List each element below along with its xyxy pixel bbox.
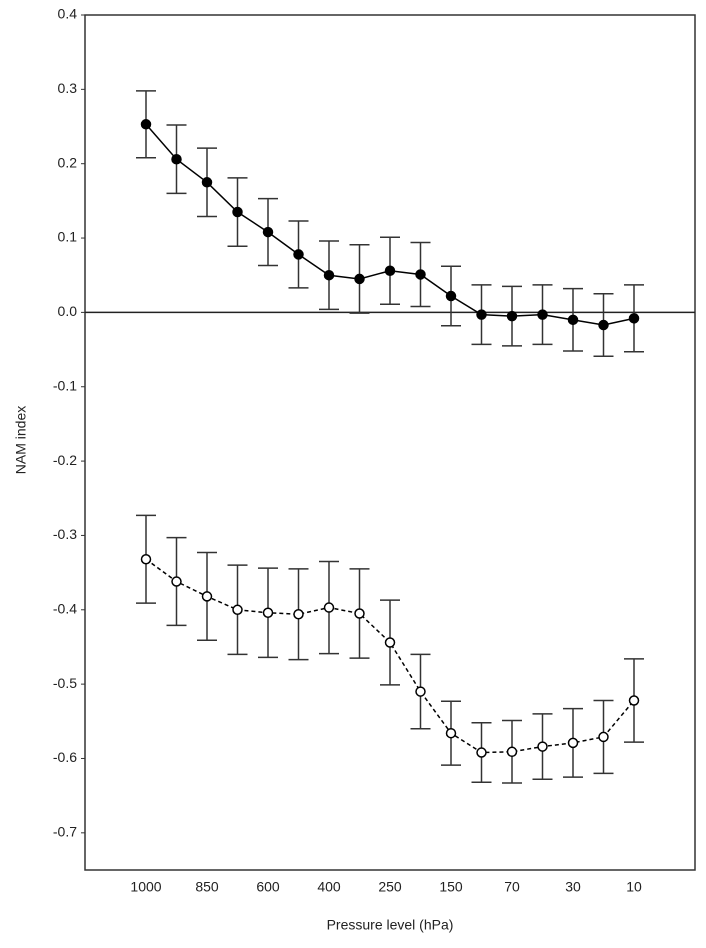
- point: [537, 741, 548, 752]
- point: [567, 737, 579, 749]
- y-tick-label: -0.7: [53, 824, 77, 840]
- y-axis-label: NAM index: [13, 406, 29, 474]
- point: [415, 269, 426, 280]
- y-tick-label: -0.1: [53, 377, 77, 393]
- point: [537, 309, 548, 320]
- point: [415, 686, 426, 697]
- point: [293, 608, 304, 620]
- point: [476, 747, 487, 758]
- point: [140, 119, 152, 130]
- point: [506, 310, 518, 322]
- x-tick-label: 400: [317, 879, 341, 895]
- y-tick-label: -0.6: [53, 749, 77, 765]
- point: [384, 637, 396, 648]
- point: [598, 731, 609, 743]
- y-tick-label: -0.2: [53, 452, 77, 468]
- point: [232, 206, 243, 218]
- point: [476, 309, 487, 320]
- x-axis-label: Pressure level (hPa): [327, 917, 454, 933]
- point: [323, 602, 335, 613]
- x-tick-label: 250: [378, 879, 402, 895]
- x-tick-label: 1000: [130, 879, 161, 895]
- y-tick-label: 0.4: [58, 6, 78, 22]
- x-tick-label: 600: [256, 879, 280, 895]
- y-tick-label: 0.2: [58, 154, 78, 170]
- y-tick-label: 0.0: [58, 303, 78, 319]
- point: [201, 177, 213, 188]
- point: [171, 576, 182, 587]
- y-tick-label: 0.1: [58, 229, 78, 245]
- point: [293, 249, 304, 260]
- point: [628, 313, 640, 324]
- point: [445, 290, 457, 302]
- y-tick-label: -0.5: [53, 675, 77, 691]
- point: [354, 608, 365, 619]
- point: [598, 319, 609, 331]
- plot-frame: [84, 14, 696, 871]
- point: [232, 604, 243, 616]
- point: [384, 265, 396, 277]
- x-tick-label: 70: [504, 879, 520, 895]
- y-tick-label: -0.4: [53, 600, 77, 616]
- x-tick-label: 10: [626, 879, 642, 895]
- x-tick-label: 850: [195, 879, 219, 895]
- point: [171, 153, 182, 165]
- point: [140, 553, 152, 565]
- series-line: [145, 558, 635, 754]
- y-tick-label: 0.3: [58, 80, 78, 96]
- x-tick-label: 150: [439, 879, 463, 895]
- point: [262, 607, 274, 619]
- point: [628, 695, 640, 706]
- point: [354, 273, 365, 285]
- point: [323, 269, 335, 281]
- point: [506, 746, 518, 758]
- point: [567, 314, 579, 326]
- point: [201, 591, 213, 602]
- point: [262, 226, 274, 238]
- x-tick-label: 30: [565, 879, 581, 895]
- point: [445, 727, 457, 739]
- y-tick-label: -0.3: [53, 526, 77, 542]
